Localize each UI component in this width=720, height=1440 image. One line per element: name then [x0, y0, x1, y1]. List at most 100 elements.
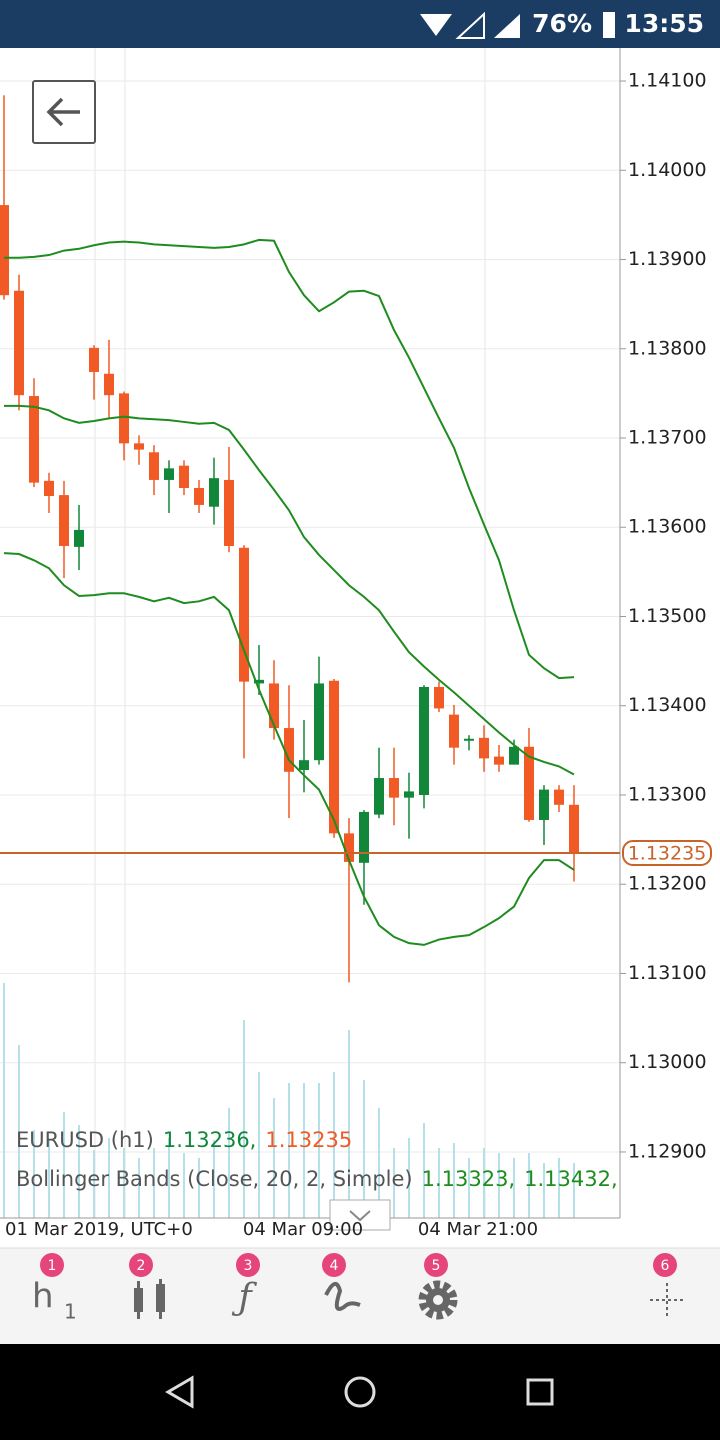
candle-body	[149, 452, 159, 480]
candle-body	[29, 396, 39, 483]
candle-body	[374, 778, 384, 815]
volume-bar	[213, 1140, 215, 1218]
legend-text: 1.13235	[265, 1128, 352, 1152]
candle-body	[389, 778, 399, 798]
candle-body	[104, 373, 114, 396]
y-tick-label: 1.13700	[628, 427, 707, 449]
draw-icon[interactable]	[324, 1282, 361, 1311]
timeframe-sub: 1	[64, 1300, 77, 1324]
volume-bar	[513, 1158, 515, 1218]
legend: EURUSD (h1) 1.13236, 1.13235	[16, 1128, 352, 1152]
candle-body	[269, 683, 279, 729]
bollinger-middle	[4, 404, 575, 776]
candle-body	[509, 746, 519, 765]
y-tick-label: 1.13300	[628, 783, 707, 805]
badge-label: 4	[330, 1258, 339, 1274]
battery-icon	[603, 12, 615, 38]
y-tick-label: 1.13900	[628, 248, 707, 270]
volume-bar	[108, 1138, 110, 1218]
x-label: 01 Mar 2019, UTC+0	[5, 1219, 193, 1240]
timeframe[interactable]: h	[32, 1277, 54, 1317]
nav-back[interactable]	[165, 1375, 194, 1409]
volume-bar	[468, 1158, 470, 1218]
candle-body	[74, 529, 84, 547]
candle-body	[0, 205, 9, 296]
y-tick-label: 1.13100	[628, 962, 707, 984]
y-tick-label: 1.13500	[628, 605, 707, 627]
signal-icon	[455, 11, 485, 39]
volume-bar	[453, 1143, 455, 1218]
candle-body	[179, 465, 189, 488]
badge	[236, 1253, 260, 1277]
candle-body	[404, 791, 414, 798]
volume-bar	[258, 1072, 260, 1218]
volume-bar	[3, 983, 5, 1218]
candle-body	[209, 478, 219, 507]
wifi-icon	[420, 14, 452, 36]
candle-body	[329, 680, 339, 834]
y-tick-label: 1.13400	[628, 694, 707, 716]
badge-label: 1	[48, 1258, 57, 1274]
candle-body	[434, 686, 444, 709]
candle-body	[164, 468, 174, 480]
nav-recent[interactable]	[526, 1378, 554, 1406]
legend-text: Bollinger Bands (Close, 20, 2, Simple)	[16, 1167, 413, 1191]
candle-body	[59, 495, 69, 546]
volume-bar	[123, 1148, 125, 1218]
candle-body	[419, 686, 429, 795]
nav-bar	[0, 1344, 720, 1440]
candle-body	[89, 347, 99, 372]
badge	[424, 1253, 448, 1277]
toolbar	[0, 1248, 720, 1344]
candle-body	[314, 683, 324, 761]
volume-bar	[393, 1148, 395, 1218]
badge	[129, 1253, 153, 1277]
status-bar	[0, 0, 720, 48]
legend-text: EURUSD (h1)	[16, 1128, 154, 1152]
y-tick-label: 1.13600	[628, 516, 707, 538]
volume-bar	[288, 1083, 290, 1218]
volume-bar	[63, 1112, 65, 1218]
y-tick-label: 1.14100	[628, 70, 707, 92]
badge	[322, 1253, 346, 1277]
signal-icon	[494, 14, 520, 38]
candle-body	[539, 789, 549, 820]
candle-body	[569, 804, 579, 853]
volume-bar	[153, 1148, 155, 1218]
candle-body	[44, 480, 54, 497]
candles-icon[interactable]	[134, 1279, 165, 1319]
volume-bar	[168, 1138, 170, 1218]
volume-bar	[498, 1153, 500, 1218]
volume-bar	[558, 1158, 560, 1218]
volume-bar	[573, 1163, 575, 1218]
volume-bar	[333, 1072, 335, 1218]
candle-body	[479, 737, 489, 759]
legend-text: 1.13323,	[422, 1167, 516, 1191]
badge-label: 6	[661, 1258, 670, 1274]
back-arrow	[46, 97, 80, 127]
legend: Bollinger Bands (Close, 20, 2, Simple) 1.…	[16, 1167, 618, 1191]
candle-body	[239, 547, 249, 682]
battery: 76%	[532, 9, 592, 38]
volume-bar	[33, 1130, 35, 1218]
candle-body	[494, 756, 504, 765]
volume-bar	[318, 1083, 320, 1218]
badge-label: 2	[137, 1258, 146, 1274]
plot	[0, 48, 620, 1218]
current-price-label: 1.13235	[628, 842, 707, 864]
volume-bar	[78, 1125, 80, 1218]
volume-bar	[243, 1020, 245, 1218]
settings-icon[interactable]	[418, 1280, 458, 1320]
volume-bar	[528, 1153, 530, 1218]
candle-body	[254, 679, 264, 684]
volume-bar	[408, 1138, 410, 1218]
candle-body	[359, 811, 369, 863]
y-tick-label: 1.12900	[628, 1140, 707, 1162]
volume-bar	[183, 1153, 185, 1218]
nav-home[interactable]	[344, 1376, 376, 1408]
collapse-button[interactable]	[329, 1199, 391, 1231]
volume-bar	[348, 1030, 350, 1218]
candle-body	[284, 728, 294, 772]
volume-bar	[48, 1140, 50, 1218]
